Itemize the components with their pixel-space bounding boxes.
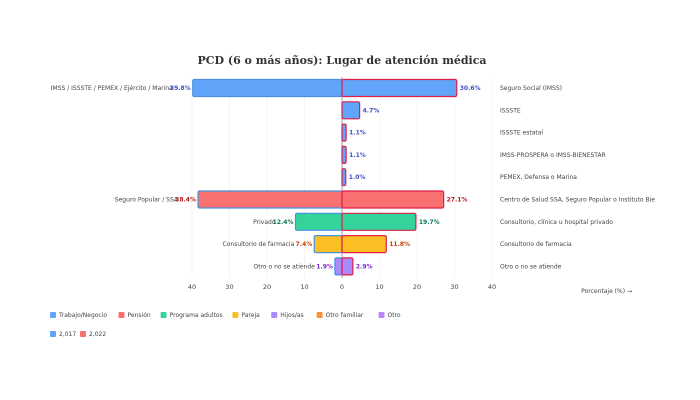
right-category-label: ISSSTE estatal — [500, 130, 543, 137]
value-label-right: 2.9% — [356, 263, 373, 270]
legend-item-label: 2,022 — [89, 331, 106, 338]
bar-right — [341, 190, 445, 209]
value-label-right: 4.7% — [363, 107, 380, 114]
legend-item-label: Programa adultos — [170, 312, 223, 319]
x-tick-label: 40 — [488, 283, 496, 291]
value-label-left: 38.4% — [175, 197, 196, 204]
bar-right — [341, 145, 347, 164]
legend-item-label: Pensión — [128, 312, 151, 319]
value-label-right: 1.1% — [349, 152, 366, 159]
legend-swatch — [80, 331, 86, 337]
legend-item-label: Hijos/as — [280, 312, 303, 319]
left-category-label: Privado — [253, 219, 276, 226]
bar-left — [313, 235, 343, 254]
chart-title: PCD (6 o más años): Lugar de atención mé… — [197, 54, 486, 67]
value-label-right: 19.7% — [419, 219, 440, 226]
value-label-left: 7.4% — [296, 241, 313, 248]
legend-item-label: Trabajo/Negocio — [58, 312, 107, 319]
legend-swatch — [271, 312, 278, 318]
bar-right — [341, 78, 458, 98]
bar-left — [197, 190, 343, 209]
legend-swatch — [378, 312, 385, 318]
value-label-right: 1.0% — [349, 174, 366, 181]
legend-swatch — [160, 312, 167, 318]
legend-swatch — [316, 312, 323, 318]
left-category-label: Otro o no se atiende — [254, 263, 316, 270]
right-category-label: IMSS-PROSPERA o IMSS-BIENESTAR — [500, 152, 606, 159]
x-axis-label: Porcentaje (%) → — [581, 288, 632, 295]
left-category-label: Consultorio de farmacia — [223, 241, 295, 248]
bar-right — [341, 212, 417, 231]
left-category-label: Seguro Popular / SSA — [115, 197, 179, 204]
x-tick-label: 40 — [188, 283, 196, 291]
legend-item-label: Otro familiar — [326, 312, 364, 319]
bar-right — [341, 235, 387, 254]
legend-item-label: 2,017 — [59, 331, 76, 338]
x-tick-label: 10 — [300, 283, 308, 291]
value-label-right: 27.1% — [447, 197, 468, 204]
value-label-right: 30.6% — [460, 85, 481, 92]
right-category-label: Consultorio, clínica u hospital privado — [500, 219, 613, 226]
bar-left — [192, 78, 343, 98]
legend-swatch — [50, 331, 56, 337]
right-category-label: Seguro Social (IMSS) — [500, 85, 562, 92]
bar-right — [341, 257, 354, 276]
legend-item-label: Pareja — [241, 312, 260, 319]
legend-swatch — [232, 312, 239, 318]
value-label-right: 1.1% — [349, 130, 366, 137]
bar-left — [334, 257, 343, 276]
x-tick-label: 20 — [413, 283, 421, 291]
x-tick-label: 20 — [263, 283, 271, 291]
legend-item-label: Otro — [388, 312, 401, 319]
x-tick-label: 30 — [450, 283, 458, 291]
value-label-left: 12.4% — [273, 219, 294, 226]
x-tick-label: 10 — [375, 283, 383, 291]
right-category-label: Consultorio de farmacia — [500, 241, 572, 248]
value-label-left: 39.8% — [170, 85, 191, 92]
x-tick-label: 0 — [340, 283, 344, 291]
value-label-right: 11.8% — [389, 241, 410, 248]
bar-right — [341, 123, 347, 142]
right-category-label: Otro o no se atiende — [500, 263, 562, 270]
right-category-label: ISSSTE — [500, 107, 521, 114]
right-category-label: Centro de Salud SSA, Seguro Popular o In… — [500, 197, 655, 204]
legend-swatch — [50, 312, 56, 318]
x-tick-label: 30 — [225, 283, 233, 291]
bar-left — [294, 212, 343, 231]
bar-right — [341, 101, 361, 120]
value-label-left: 1.9% — [316, 263, 333, 270]
bar-right — [341, 168, 347, 187]
legend-swatch — [118, 312, 125, 318]
left-category-label: IMSS / ISSSTE / PEMEX / Ejército / Marin… — [51, 85, 173, 92]
right-category-label: PEMEX, Defensa o Marina — [500, 174, 577, 181]
